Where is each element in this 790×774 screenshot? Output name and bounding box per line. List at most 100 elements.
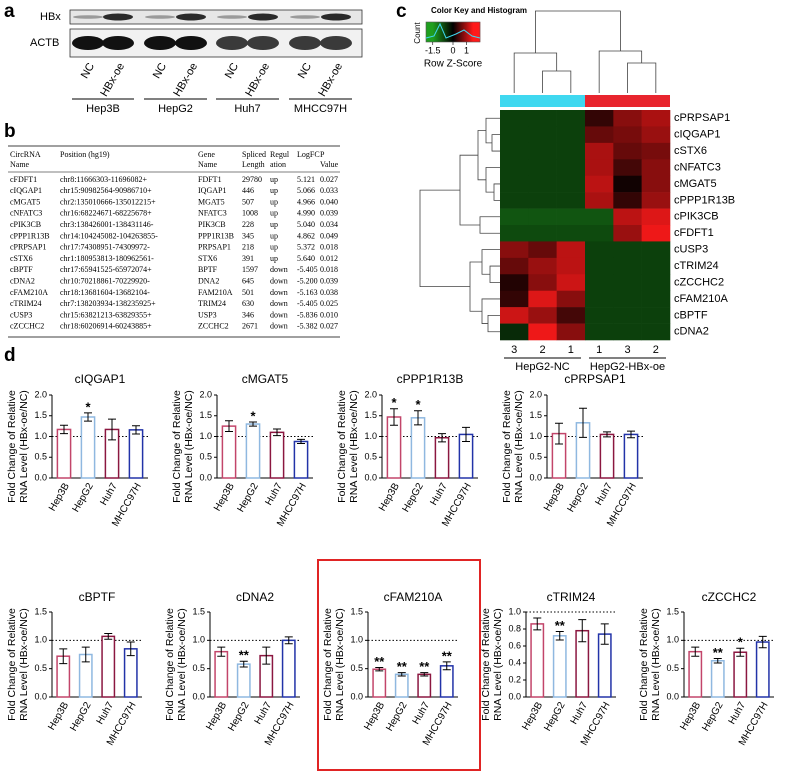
bar: [710, 659, 725, 698]
dendrogram-branch: [479, 216, 500, 234]
table-cell: cPIK3CB: [10, 220, 41, 229]
key-swatch: [444, 22, 446, 42]
heatmap-cell: [585, 225, 614, 242]
table-cell: 0.038: [320, 288, 338, 297]
heatmap-cell: [500, 142, 529, 160]
heatmap-cell: [500, 323, 529, 341]
table-cell: 0.018: [320, 265, 338, 274]
row-label: cPIK3CB: [674, 211, 719, 223]
heatmap-cell: [528, 323, 557, 341]
bar: [434, 436, 450, 479]
error-bar: [462, 426, 470, 442]
y-tick-label: 0.8: [508, 623, 521, 633]
table-cell: 391: [242, 254, 254, 263]
heatmap-cell: [585, 192, 614, 209]
bar: [128, 429, 144, 479]
row-label: cSTX6: [674, 145, 707, 157]
table-cell: cPRPSAP1: [10, 243, 46, 252]
x-tick-label: Hep3B: [47, 481, 72, 513]
table-cell: chr16:68224671-68225678+: [60, 209, 152, 218]
row-label: cPPP1R13B: [674, 194, 735, 206]
table-cell: cIQGAP1: [10, 186, 42, 195]
row-label: cPRPSAP1: [674, 112, 730, 124]
table-cell: FAM210A: [198, 288, 233, 297]
key-swatch: [426, 22, 428, 42]
table-cell: 4.862: [297, 231, 315, 240]
row-label: cTRIM24: [674, 260, 719, 272]
chart-title: cDNA2: [236, 590, 274, 604]
row-label: cMGAT5: [674, 178, 717, 190]
y-tick-label: 1.0: [34, 635, 47, 645]
bar: [236, 663, 251, 698]
heatmap-cell: [528, 241, 557, 259]
heatmap-cell: [641, 241, 671, 259]
bar: [101, 635, 116, 698]
group-label: Hep3B: [86, 103, 120, 115]
lane-label: HBx-oe: [171, 61, 200, 99]
x-tick-label: HepG2: [566, 481, 592, 514]
key-swatch: [446, 22, 448, 42]
error-bar: [84, 412, 92, 422]
significance-label: **: [239, 648, 250, 663]
key-swatch: [453, 22, 455, 42]
y-tick-label: 0.0: [34, 691, 47, 701]
dendrogram-branch: [477, 130, 486, 181]
dendrogram-branch: [485, 117, 500, 144]
table-cell: 5.066: [297, 186, 315, 195]
table-cell: up: [270, 209, 278, 218]
y-tick-label: 0.0: [192, 691, 205, 701]
blot-band: [103, 13, 133, 21]
column-label: 2: [653, 344, 659, 356]
table-cell: ZCCHC2: [198, 322, 229, 331]
table-cell: chr2:135010666-135012215+: [60, 197, 156, 206]
significance-label: *: [391, 395, 397, 410]
bar: [372, 668, 387, 698]
key-swatch: [429, 22, 431, 42]
x-tick-label: Huh7: [411, 700, 433, 727]
y-tick-label: 0.5: [666, 663, 679, 673]
table-cell: cNFATC3: [10, 209, 42, 218]
y-axis-label: RNA Level (HBx-oe/NC): [18, 390, 30, 503]
table-header: ation: [270, 160, 286, 169]
error-bar: [284, 636, 293, 645]
chart-title: cFAM210A: [384, 590, 443, 604]
heatmap-cell: [500, 241, 529, 259]
heatmap-cell: [528, 175, 557, 193]
table-cell: 29780: [242, 175, 262, 184]
heatmap-cell: [585, 110, 614, 127]
heatmap-cell: [556, 257, 586, 275]
y-tick-label: 0.0: [529, 472, 542, 482]
column-label: 1: [568, 344, 574, 356]
key-histogram: [425, 22, 481, 39]
significance-label: *: [85, 399, 91, 414]
heatmap-cell: [585, 159, 614, 177]
blot-band: [216, 36, 248, 50]
blot-band: [321, 13, 351, 21]
y-tick-label: 0.5: [364, 452, 377, 462]
table-cell: 0.040: [320, 197, 338, 206]
row-label: cDNA2: [674, 326, 709, 338]
blot-band: [248, 13, 278, 21]
error-bar: [420, 672, 429, 677]
heatmap-cell: [500, 225, 529, 242]
y-tick-label: 1.5: [34, 410, 47, 420]
heatmap-cell: [613, 290, 642, 308]
bar: [386, 416, 402, 479]
heatmap-cell: [613, 142, 642, 160]
x-tick-label: Hep3B: [377, 481, 402, 513]
y-tick-label: 1.5: [529, 410, 542, 420]
error-bar: [438, 433, 446, 443]
table-cell: chr7:138203934-138235925+: [60, 299, 156, 308]
error-bar: [132, 425, 140, 435]
significance-label: *: [415, 397, 421, 412]
y-tick-label: 0.4: [508, 657, 521, 667]
table-cell: 0.018: [320, 243, 338, 252]
column-label: 2: [539, 344, 545, 356]
y-axis-label: RNA Level (HBx-oe/NC): [492, 608, 504, 721]
heatmap-cell: [613, 274, 642, 292]
key-ylabel: Count: [413, 22, 422, 44]
table-cell: -5.836: [297, 310, 318, 319]
error-bar: [397, 672, 406, 677]
key-swatch: [433, 22, 435, 42]
y-tick-label: 0.2: [508, 674, 521, 684]
